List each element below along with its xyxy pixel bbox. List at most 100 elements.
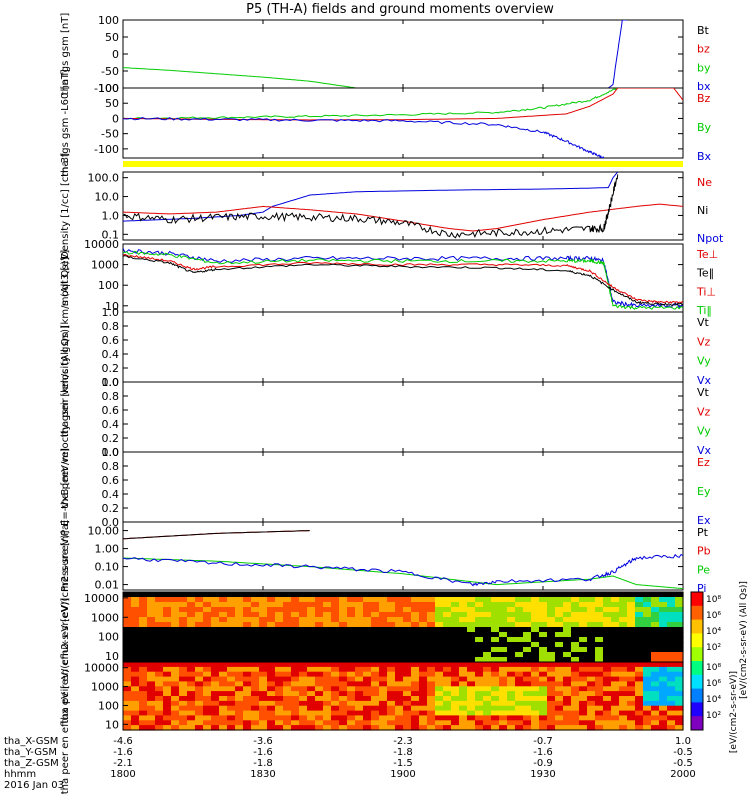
spectro-cell: [603, 622, 612, 628]
spectro-cell: [491, 627, 500, 633]
spectro-cell: [587, 647, 596, 653]
spectro-cell: [419, 696, 428, 702]
spectro-cell: [331, 666, 340, 673]
spectro-cell: [147, 671, 156, 678]
spectro-cell: [515, 676, 524, 683]
spectro-cell: [555, 607, 564, 613]
spectro-cell: [283, 597, 292, 603]
spectro-cell: [147, 676, 156, 683]
spectro-cell: [163, 627, 172, 633]
spectro-cell: [427, 617, 436, 623]
spectro-cell: [507, 652, 516, 658]
spectro-cell: [131, 700, 140, 707]
spectro-cell: [147, 725, 156, 731]
spectro-cell: [475, 666, 484, 673]
spectro-cell: [403, 602, 412, 608]
spectro-cell: [435, 617, 444, 623]
spectro-cell: [179, 666, 188, 673]
spectro-cell: [251, 592, 260, 598]
spectro-cell: [579, 681, 588, 687]
spectro-cell: [235, 700, 244, 707]
spectro-cell: [235, 676, 244, 683]
spectro-cell: [163, 592, 172, 598]
spectro-cell: [131, 720, 140, 726]
spectro-cell: [251, 617, 260, 623]
spectro-cell: [651, 710, 660, 717]
spectro-cell: [635, 725, 644, 731]
spectro-cell: [179, 637, 188, 643]
spectro-cell: [659, 647, 668, 653]
spectro-cell: [203, 666, 212, 673]
spectro-cell: [339, 612, 348, 618]
y-tick-label: 0.01: [95, 579, 120, 592]
spectro-cell: [443, 627, 452, 633]
spectro-cell: [163, 676, 172, 683]
spectro-cell: [531, 710, 540, 717]
spectro-cell: [379, 676, 388, 683]
spectro-cell: [395, 642, 404, 648]
spectro-cell: [651, 617, 660, 623]
spectro-cell: [355, 637, 364, 643]
spectro-cell: [203, 681, 212, 687]
spectro-cell: [419, 681, 428, 687]
spectro-cell: [179, 686, 188, 692]
spectro-cell: [403, 686, 412, 692]
spectro-cell: [171, 637, 180, 643]
spectro-cell: [579, 715, 588, 721]
spectro-cell: [339, 597, 348, 603]
spectro-cell: [539, 681, 548, 687]
spectro-cell: [435, 666, 444, 673]
spectro-cell: [179, 696, 188, 702]
spectro-cell: [123, 700, 132, 707]
spectro-cell: [571, 710, 580, 717]
spectro-cell: [323, 710, 332, 717]
spectro-cell: [123, 592, 132, 598]
spectro-cell: [531, 725, 540, 731]
spectro-cell: [235, 666, 244, 673]
spectro-cell: [283, 676, 292, 683]
spectro-cell: [387, 647, 396, 653]
spectro-cell: [523, 715, 532, 721]
x-tick-value: -0.5: [673, 747, 693, 758]
spectro-cell: [555, 705, 564, 712]
spectro-cell: [555, 666, 564, 673]
spectro-cell: [595, 607, 604, 613]
spectro-cell: [475, 676, 484, 683]
spectro-cell: [243, 622, 252, 628]
spectro-cell: [283, 681, 292, 687]
spectro-cell: [595, 642, 604, 648]
spectro-cell: [619, 627, 628, 633]
spectro-cell: [347, 597, 356, 603]
spectro-cell: [619, 652, 628, 658]
spectro-cell: [483, 657, 492, 663]
spectro-cell: [459, 676, 468, 683]
spectro-cell: [603, 657, 612, 663]
spectro-cell: [283, 686, 292, 692]
spectro-cell: [147, 710, 156, 717]
spectro-cell: [475, 612, 484, 618]
x-tick-value: -0.7: [533, 736, 553, 747]
spectro-cell: [267, 642, 276, 648]
spectro-cell: [339, 632, 348, 638]
spectro-cell: [259, 597, 268, 603]
spectro-cell: [387, 627, 396, 633]
spectro-cell: [539, 705, 548, 712]
spectro-cell: [459, 720, 468, 726]
spectro-cell: [331, 622, 340, 628]
spectro-cell: [219, 612, 228, 618]
spectro-cell: [667, 666, 676, 673]
spectro-cell: [195, 612, 204, 618]
spectro-cell: [451, 627, 460, 633]
spectro-cell: [547, 607, 556, 613]
spectro-cell: [259, 691, 268, 697]
spectro-cell: [555, 725, 564, 731]
spectro-cell: [291, 666, 300, 673]
spectro-cell: [611, 666, 620, 673]
spectro-cell: [427, 637, 436, 643]
spectro-cell: [483, 632, 492, 638]
spectro-cell: [491, 671, 500, 678]
spectro-cell: [443, 647, 452, 653]
spectro-cell: [251, 671, 260, 678]
spectro-cell: [131, 632, 140, 638]
spectro-cell: [627, 607, 636, 613]
